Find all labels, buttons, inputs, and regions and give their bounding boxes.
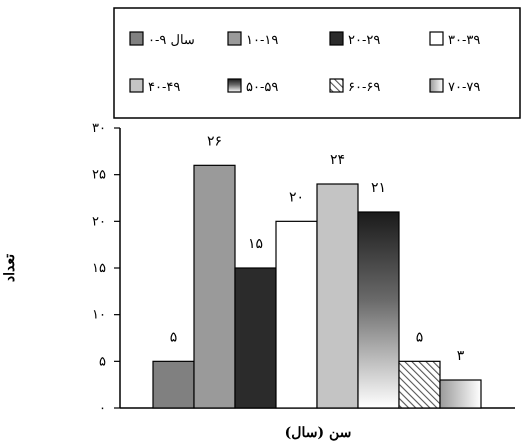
- data-label: ۲۱: [371, 180, 386, 196]
- legend-swatch: [329, 78, 344, 93]
- bar: [234, 267, 277, 409]
- y-tick-label: ۱۵: [92, 261, 106, 276]
- bar: [193, 164, 236, 409]
- legend-label: ۴۰-۴۹: [148, 80, 180, 95]
- legend-swatch: [129, 31, 144, 46]
- legend-swatch: [227, 31, 242, 46]
- data-label: ۲۶: [207, 133, 222, 149]
- legend-label: ۱۰-۱۹: [246, 33, 278, 48]
- legend-swatch: [429, 31, 444, 46]
- legend-label: ۲۰-۲۹: [348, 33, 380, 48]
- y-tick-label: ۵: [99, 354, 106, 369]
- legend-swatch: [329, 31, 344, 46]
- legend-swatch: [429, 78, 444, 93]
- legend-label: ۳۰-۳۹: [448, 33, 480, 48]
- data-label: ۵: [170, 329, 178, 345]
- legend-label: ۷۰-۷۹: [448, 80, 480, 95]
- data-label: ۱۵: [248, 236, 263, 252]
- y-axis-title: تعداد: [2, 254, 18, 282]
- y-tick-label: ۳۰: [92, 121, 106, 136]
- legend-swatch: [227, 78, 242, 93]
- bar: [275, 220, 318, 409]
- bar: [439, 379, 482, 409]
- legend-swatch: [129, 78, 144, 93]
- x-axis-title: سن (سال): [285, 425, 352, 441]
- bar: [398, 360, 441, 409]
- legend-label: ۰-۹ سال: [148, 33, 195, 48]
- data-label: ۲۴: [330, 152, 345, 168]
- y-tick-label: ۲۰: [92, 214, 106, 229]
- bar: [152, 360, 195, 409]
- bar: [316, 183, 359, 409]
- legend-label: ۵۰-۵۹: [246, 80, 278, 95]
- legend: [113, 7, 521, 119]
- data-label: ۲۰: [289, 189, 304, 205]
- legend-label: ۶۰-۶۹: [348, 80, 380, 95]
- y-tick-label: ۲۵: [92, 168, 106, 183]
- data-label: ۵: [416, 329, 424, 345]
- y-tick-label: ۱۰: [92, 308, 106, 323]
- data-label: ۳: [457, 348, 465, 364]
- y-tick-label: ۰: [99, 401, 106, 416]
- bar: [357, 211, 400, 409]
